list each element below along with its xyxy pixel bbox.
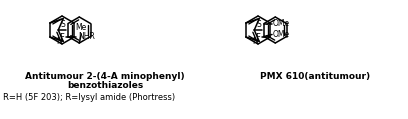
Text: N: N	[252, 37, 258, 46]
Text: benzothiazoles: benzothiazoles	[67, 81, 143, 90]
Text: S: S	[61, 20, 66, 29]
Text: OMe: OMe	[273, 30, 290, 39]
Text: N: N	[56, 37, 62, 46]
Text: Antitumour 2-(4-A minophenyl): Antitumour 2-(4-A minophenyl)	[25, 72, 185, 81]
Text: R=H (5F 203); R=lysyl amide (Phortress): R=H (5F 203); R=lysyl amide (Phortress)	[3, 93, 175, 102]
Text: OMe: OMe	[273, 19, 290, 28]
Text: PMX 610(antitumour): PMX 610(antitumour)	[260, 72, 370, 81]
Text: NHR: NHR	[78, 32, 95, 41]
Text: F: F	[255, 32, 259, 42]
Text: Me: Me	[75, 23, 87, 32]
Text: S: S	[257, 20, 262, 29]
Text: F: F	[59, 32, 64, 42]
